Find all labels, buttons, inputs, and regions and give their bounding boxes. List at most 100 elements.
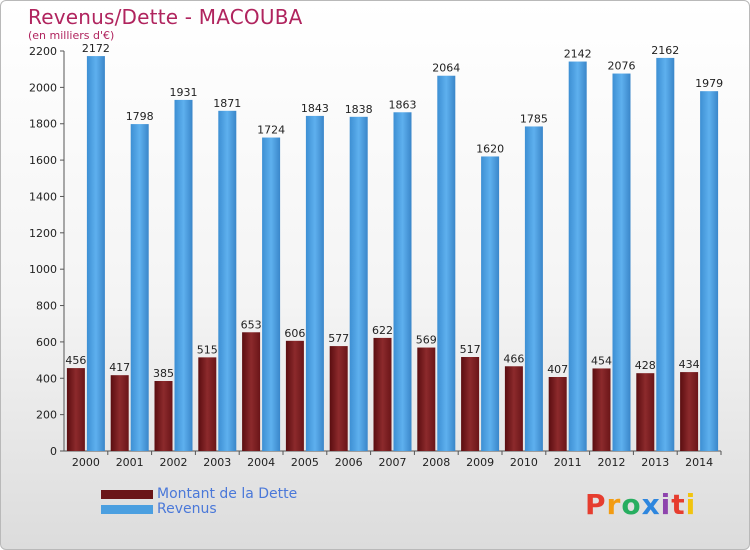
y-tick-label: 800: [36, 300, 57, 313]
bar-revenus: [568, 61, 587, 451]
data-label-dette: 407: [547, 363, 568, 376]
data-label-dette: 606: [284, 327, 305, 340]
bar-dette: [504, 366, 523, 451]
bar-revenus: [349, 116, 368, 452]
x-tick-label: 2012: [598, 456, 626, 469]
bar-dette: [154, 381, 173, 451]
x-tick-label: 2011: [554, 456, 582, 469]
x-tick-label: 2014: [685, 456, 713, 469]
bar-revenus: [524, 126, 543, 452]
x-tick-label: 2005: [291, 456, 319, 469]
data-label-revenus: 1724: [257, 124, 285, 137]
bar-dette: [373, 337, 392, 451]
bar-dette: [242, 332, 261, 451]
x-tick-label: 2008: [422, 456, 450, 469]
data-label-revenus: 1798: [126, 110, 154, 123]
y-tick-label: 1600: [29, 154, 57, 167]
data-label-dette: 456: [65, 354, 86, 367]
x-tick-label: 2000: [72, 456, 100, 469]
x-tick-label: 2004: [247, 456, 275, 469]
bar-revenus: [218, 110, 237, 452]
bar-revenus: [656, 57, 675, 452]
data-label-dette: 417: [109, 361, 130, 374]
bar-dette: [110, 375, 129, 451]
data-label-revenus: 2142: [564, 48, 592, 61]
bar-dette: [636, 373, 655, 451]
bar-revenus: [130, 124, 149, 451]
y-tick-label: 1800: [29, 118, 57, 131]
data-label-revenus: 1863: [389, 98, 417, 111]
y-tick-label: 2000: [29, 81, 57, 94]
bar-revenus: [481, 156, 500, 452]
bar-dette: [680, 372, 699, 451]
proxiti-logo: Proxiti: [585, 489, 696, 521]
bar-dette: [329, 346, 348, 451]
bar-dette: [66, 368, 85, 451]
y-tick-label: 600: [36, 336, 57, 349]
logo-letter: o: [621, 488, 642, 521]
bar-dette: [417, 347, 436, 451]
bar-revenus: [262, 137, 281, 451]
bar-revenus: [305, 115, 324, 451]
data-label-dette: 434: [679, 358, 700, 371]
logo-letter: i: [685, 488, 697, 521]
legend-swatch-revenus: [101, 505, 153, 514]
bar-revenus: [174, 99, 193, 451]
x-tick-label: 2001: [116, 456, 144, 469]
y-tick-label: 1400: [29, 190, 57, 203]
y-tick-label: 200: [36, 409, 57, 422]
legend-swatch-dette: [101, 490, 153, 499]
x-tick-label: 2002: [160, 456, 188, 469]
x-tick-label: 2007: [379, 456, 407, 469]
bar-dette: [592, 368, 611, 451]
data-label-revenus: 1931: [170, 86, 198, 99]
bar-revenus: [612, 73, 631, 451]
legend-label-dette: Montant de la Dette: [157, 486, 298, 502]
y-tick-label: 1000: [29, 263, 57, 276]
data-label-revenus: 2076: [608, 60, 636, 73]
bar-revenus: [86, 56, 105, 451]
logo-letter: t: [671, 488, 686, 521]
logo-letter: x: [641, 488, 661, 521]
data-label-dette: 577: [328, 332, 349, 345]
bar-revenus: [393, 112, 412, 451]
y-tick-label: 0: [50, 445, 57, 458]
x-tick-label: 2010: [510, 456, 538, 469]
data-label-revenus: 1979: [695, 77, 723, 90]
x-tick-label: 2003: [203, 456, 231, 469]
data-label-revenus: 1620: [476, 142, 504, 155]
bar-dette: [461, 357, 480, 451]
y-tick-label: 1200: [29, 227, 57, 240]
data-label-revenus: 2172: [82, 42, 110, 55]
data-label-dette: 569: [416, 334, 437, 347]
y-tick-label: 400: [36, 372, 57, 385]
data-label-dette: 517: [460, 343, 481, 356]
logo-letter: i: [660, 488, 672, 521]
data-label-dette: 515: [197, 343, 218, 356]
data-label-revenus: 1871: [213, 97, 241, 110]
data-label-revenus: 1843: [301, 102, 329, 115]
data-label-revenus: 2064: [432, 62, 460, 75]
data-label-dette: 466: [503, 352, 524, 365]
data-label-dette: 653: [241, 318, 262, 331]
logo-letter: r: [606, 488, 622, 521]
data-label-dette: 428: [635, 359, 656, 372]
x-tick-label: 2013: [641, 456, 669, 469]
data-label-dette: 385: [153, 367, 174, 380]
data-label-revenus: 2162: [651, 44, 679, 57]
data-label-dette: 622: [372, 324, 393, 337]
chart-subtitle: (en milliers d'€): [28, 29, 115, 42]
bar-revenus: [700, 91, 719, 451]
bar-dette: [198, 357, 217, 451]
data-label-revenus: 1785: [520, 112, 548, 125]
bar-revenus: [437, 75, 456, 452]
bar-dette: [285, 340, 304, 451]
data-label-dette: 454: [591, 354, 612, 367]
data-label-revenus: 1838: [345, 103, 373, 116]
logo-letter: P: [585, 488, 607, 521]
y-tick-label: 2200: [29, 45, 57, 58]
legend-label-revenus: Revenus: [157, 501, 217, 517]
bar-dette: [548, 377, 567, 451]
